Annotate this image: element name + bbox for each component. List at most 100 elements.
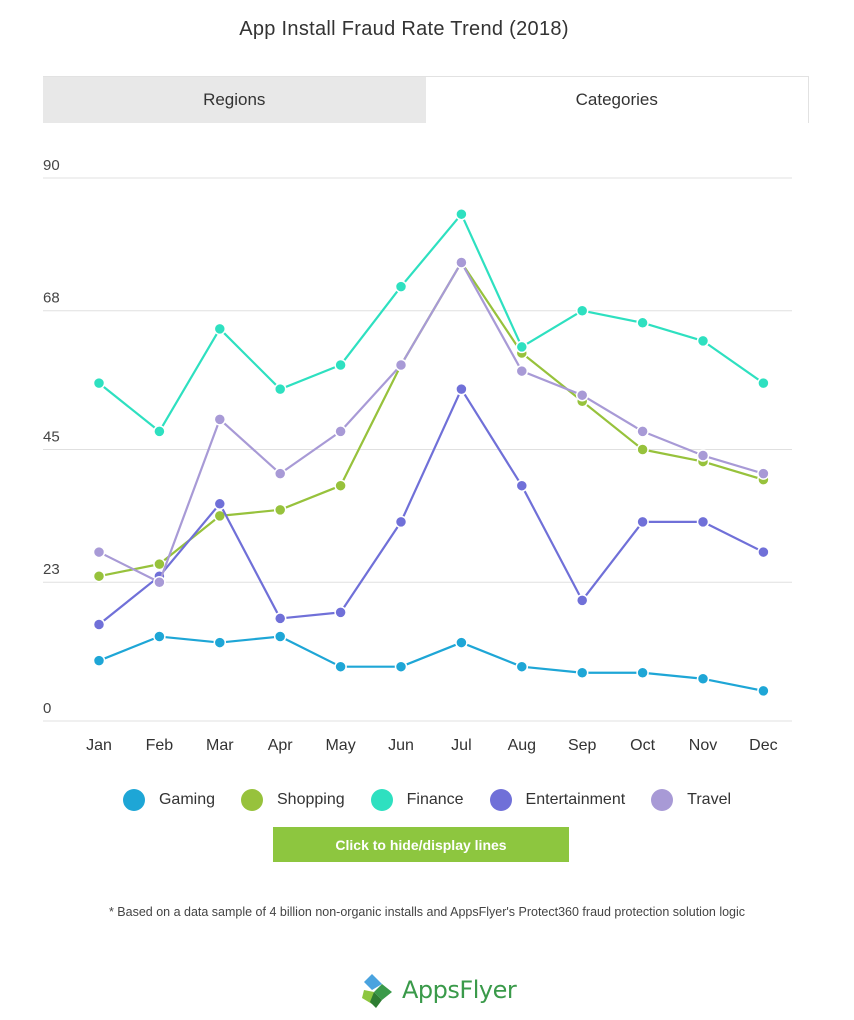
legend-dot-icon bbox=[651, 789, 674, 811]
data-point-entertainment[interactable] bbox=[213, 497, 227, 511]
data-point-travel[interactable] bbox=[153, 575, 166, 589]
data-point-entertainment[interactable] bbox=[757, 545, 770, 559]
series-line-gaming bbox=[98, 635, 764, 692]
data-point-entertainment[interactable] bbox=[575, 594, 589, 607]
appsflyer-logo-icon bbox=[362, 974, 392, 1008]
data-point-finance[interactable] bbox=[213, 322, 227, 336]
data-point-finance[interactable] bbox=[334, 358, 347, 372]
data-point-travel[interactable] bbox=[696, 449, 710, 462]
data-point-travel[interactable] bbox=[394, 358, 408, 372]
data-point-travel[interactable] bbox=[757, 467, 770, 480]
data-point-gaming[interactable] bbox=[757, 684, 770, 698]
data-point-entertainment[interactable] bbox=[394, 515, 408, 529]
x-tick-label: Feb bbox=[146, 737, 174, 754]
data-point-travel[interactable] bbox=[455, 256, 468, 269]
legend-item-shopping[interactable]: Shopping bbox=[241, 789, 345, 811]
data-point-finance[interactable] bbox=[636, 316, 649, 330]
data-point-gaming[interactable] bbox=[213, 636, 227, 649]
data-point-travel[interactable] bbox=[92, 545, 106, 559]
data-point-shopping[interactable] bbox=[273, 503, 287, 517]
legend-label: Finance bbox=[406, 791, 464, 808]
data-point-entertainment[interactable] bbox=[696, 515, 710, 529]
data-point-entertainment[interactable] bbox=[92, 618, 106, 631]
data-point-finance[interactable] bbox=[153, 425, 166, 438]
x-tick-label: Jun bbox=[388, 737, 414, 754]
data-point-shopping[interactable] bbox=[636, 443, 649, 456]
legend-dot-icon bbox=[489, 789, 512, 811]
data-point-entertainment[interactable] bbox=[636, 515, 649, 529]
x-tick-label: Jul bbox=[451, 737, 471, 754]
data-point-shopping[interactable] bbox=[92, 569, 106, 583]
legend-dot-icon bbox=[122, 789, 145, 811]
legend-label: Travel bbox=[687, 791, 732, 808]
data-point-finance[interactable] bbox=[515, 340, 529, 354]
y-tick-label: 68 bbox=[43, 290, 60, 307]
y-tick-label: 90 bbox=[43, 157, 60, 174]
legend-item-finance[interactable]: Finance bbox=[370, 789, 464, 811]
x-tick-label: Nov bbox=[689, 737, 717, 754]
data-point-gaming[interactable] bbox=[334, 660, 347, 673]
data-point-gaming[interactable] bbox=[394, 660, 408, 673]
data-point-finance[interactable] bbox=[455, 207, 468, 221]
data-point-travel[interactable] bbox=[334, 425, 347, 438]
y-tick-label: 23 bbox=[43, 561, 60, 578]
x-tick-label: Jan bbox=[86, 737, 112, 754]
data-point-finance[interactable] bbox=[394, 280, 408, 293]
x-tick-label: Oct bbox=[630, 737, 655, 754]
legend-item-travel[interactable]: Travel bbox=[651, 789, 731, 811]
x-tick-label: Mar bbox=[206, 737, 234, 754]
x-tick-label: Aug bbox=[508, 737, 536, 754]
legend-label: Shopping bbox=[277, 791, 345, 808]
data-point-gaming[interactable] bbox=[153, 630, 166, 643]
series-line-travel bbox=[98, 261, 764, 584]
x-axis: Jan Feb Mar Apr May Jun Jul Aug Sep Oct Nov Dec bbox=[86, 737, 778, 754]
x-tick-label: Dec bbox=[749, 737, 777, 754]
legend-dot-icon bbox=[241, 789, 263, 811]
line-chart: 0 23 45 68 90 Jan Feb Mar Apr May Jun Jul Aug Sep Oct… bbox=[43, 157, 792, 754]
data-point-entertainment[interactable] bbox=[334, 606, 347, 619]
legend-item-entertainment[interactable]: Entertainment bbox=[489, 789, 626, 811]
data-point-gaming[interactable] bbox=[92, 654, 106, 667]
data-point-finance[interactable] bbox=[92, 376, 106, 390]
data-point-gaming[interactable] bbox=[575, 666, 589, 679]
view-tabs: Regions Categories bbox=[43, 76, 809, 123]
x-tick-label: May bbox=[325, 737, 355, 754]
chart-title: App Install Fraud Rate Trend (2018) bbox=[239, 18, 569, 40]
toggle-lines-button[interactable]: Click to hide/display lines bbox=[273, 827, 569, 862]
legend-label: Entertainment bbox=[525, 791, 626, 808]
data-point-travel[interactable] bbox=[636, 425, 649, 438]
data-point-gaming[interactable] bbox=[696, 672, 710, 686]
data-point-finance[interactable] bbox=[273, 382, 287, 396]
data-point-shopping[interactable] bbox=[153, 557, 166, 571]
data-point-gaming[interactable] bbox=[455, 636, 468, 649]
data-point-travel[interactable] bbox=[213, 413, 227, 426]
series-line-finance bbox=[98, 213, 765, 433]
data-point-gaming[interactable] bbox=[636, 666, 649, 679]
data-point-finance[interactable] bbox=[757, 376, 770, 390]
footnote: * Based on a data sample of 4 billion no… bbox=[108, 905, 746, 919]
data-point-entertainment[interactable] bbox=[515, 479, 529, 492]
tab-regions[interactable]: Regions bbox=[43, 77, 426, 123]
appsflyer-logo: AppsFlyer bbox=[358, 970, 517, 1010]
data-point-travel[interactable] bbox=[515, 364, 529, 378]
y-axis: 0 23 45 68 90 bbox=[43, 157, 60, 717]
data-point-finance[interactable] bbox=[696, 334, 710, 348]
series-finance bbox=[92, 207, 770, 438]
data-point-travel[interactable] bbox=[575, 388, 589, 402]
data-point-gaming[interactable] bbox=[273, 630, 287, 643]
data-point-travel[interactable] bbox=[273, 467, 287, 480]
x-tick-label: Apr bbox=[268, 737, 294, 754]
series bbox=[92, 207, 770, 698]
y-tick-label: 45 bbox=[43, 429, 60, 446]
data-point-finance[interactable] bbox=[575, 304, 589, 317]
y-tick-label: 0 bbox=[43, 700, 51, 717]
data-point-entertainment[interactable] bbox=[273, 612, 287, 625]
series-entertainment bbox=[92, 382, 770, 631]
legend-item-gaming[interactable]: Gaming bbox=[122, 789, 215, 811]
chart-legend: Gaming Shopping Finance Entertainment Travel bbox=[0, 786, 854, 814]
data-point-gaming[interactable] bbox=[515, 660, 529, 673]
series-travel bbox=[92, 256, 770, 589]
tab-categories[interactable]: Categories bbox=[425, 77, 808, 123]
data-point-shopping[interactable] bbox=[334, 479, 347, 492]
data-point-entertainment[interactable] bbox=[455, 382, 468, 396]
